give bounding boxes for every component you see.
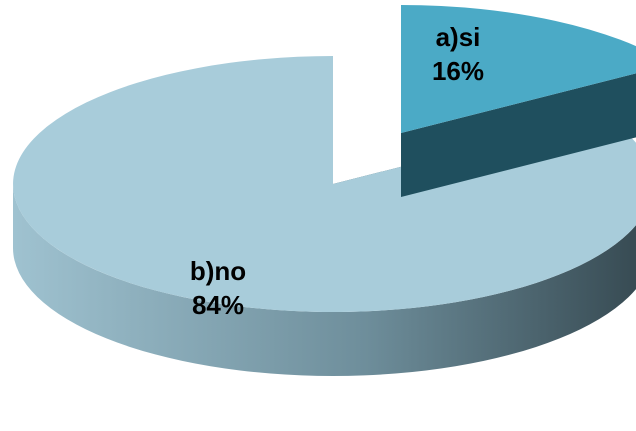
slice-a-si [401,5,636,197]
slice-a-si-top [401,5,636,133]
label-a-si-percent: 16% [432,56,484,86]
slice-b-no-side-outer [13,184,636,376]
label-a-si-category: a)si [436,22,481,52]
slice-b-no-top [13,56,636,312]
label-b-no-percent: 84% [192,290,244,320]
slice-a-si-side-cut [401,73,636,197]
label-b-no-category: b)no [190,256,246,286]
